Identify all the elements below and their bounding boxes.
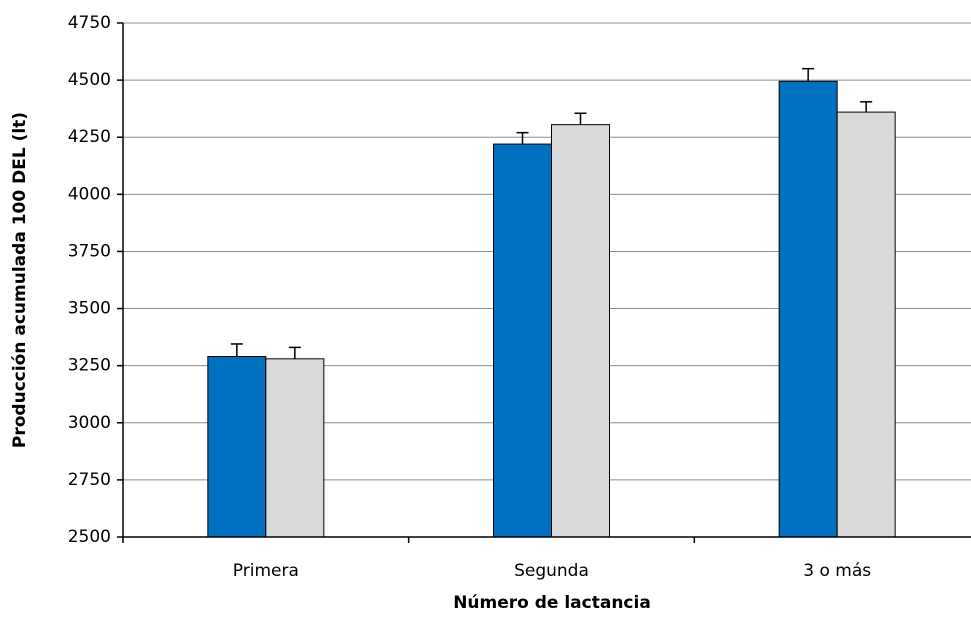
y-axis-label: Producción acumulada 100 DEL (lt) <box>10 112 30 448</box>
bar <box>265 358 325 538</box>
x-tick-label: Segunda <box>514 561 589 581</box>
x-tick-label: Primera <box>233 561 299 581</box>
y-tick-label: 4000 <box>68 184 111 204</box>
y-tick-label: 4250 <box>68 127 111 147</box>
y-tick-label: 3500 <box>68 299 111 319</box>
y-tick-label: 4750 <box>68 13 111 33</box>
y-tick-label: 4500 <box>68 70 111 90</box>
y-tick-label: 3250 <box>68 356 111 376</box>
x-axis-label: Número de lactancia <box>453 593 651 613</box>
x-tick-label: 3 o más <box>803 561 871 581</box>
y-tick-label: 2500 <box>68 527 111 547</box>
bar <box>778 80 838 538</box>
bar <box>207 356 267 538</box>
y-tick-label: 2750 <box>68 470 111 490</box>
bar <box>493 143 552 538</box>
bar <box>551 124 610 538</box>
bar <box>836 111 896 538</box>
y-tick-label: 3000 <box>68 413 111 433</box>
y-tick-label: 3750 <box>68 241 111 261</box>
